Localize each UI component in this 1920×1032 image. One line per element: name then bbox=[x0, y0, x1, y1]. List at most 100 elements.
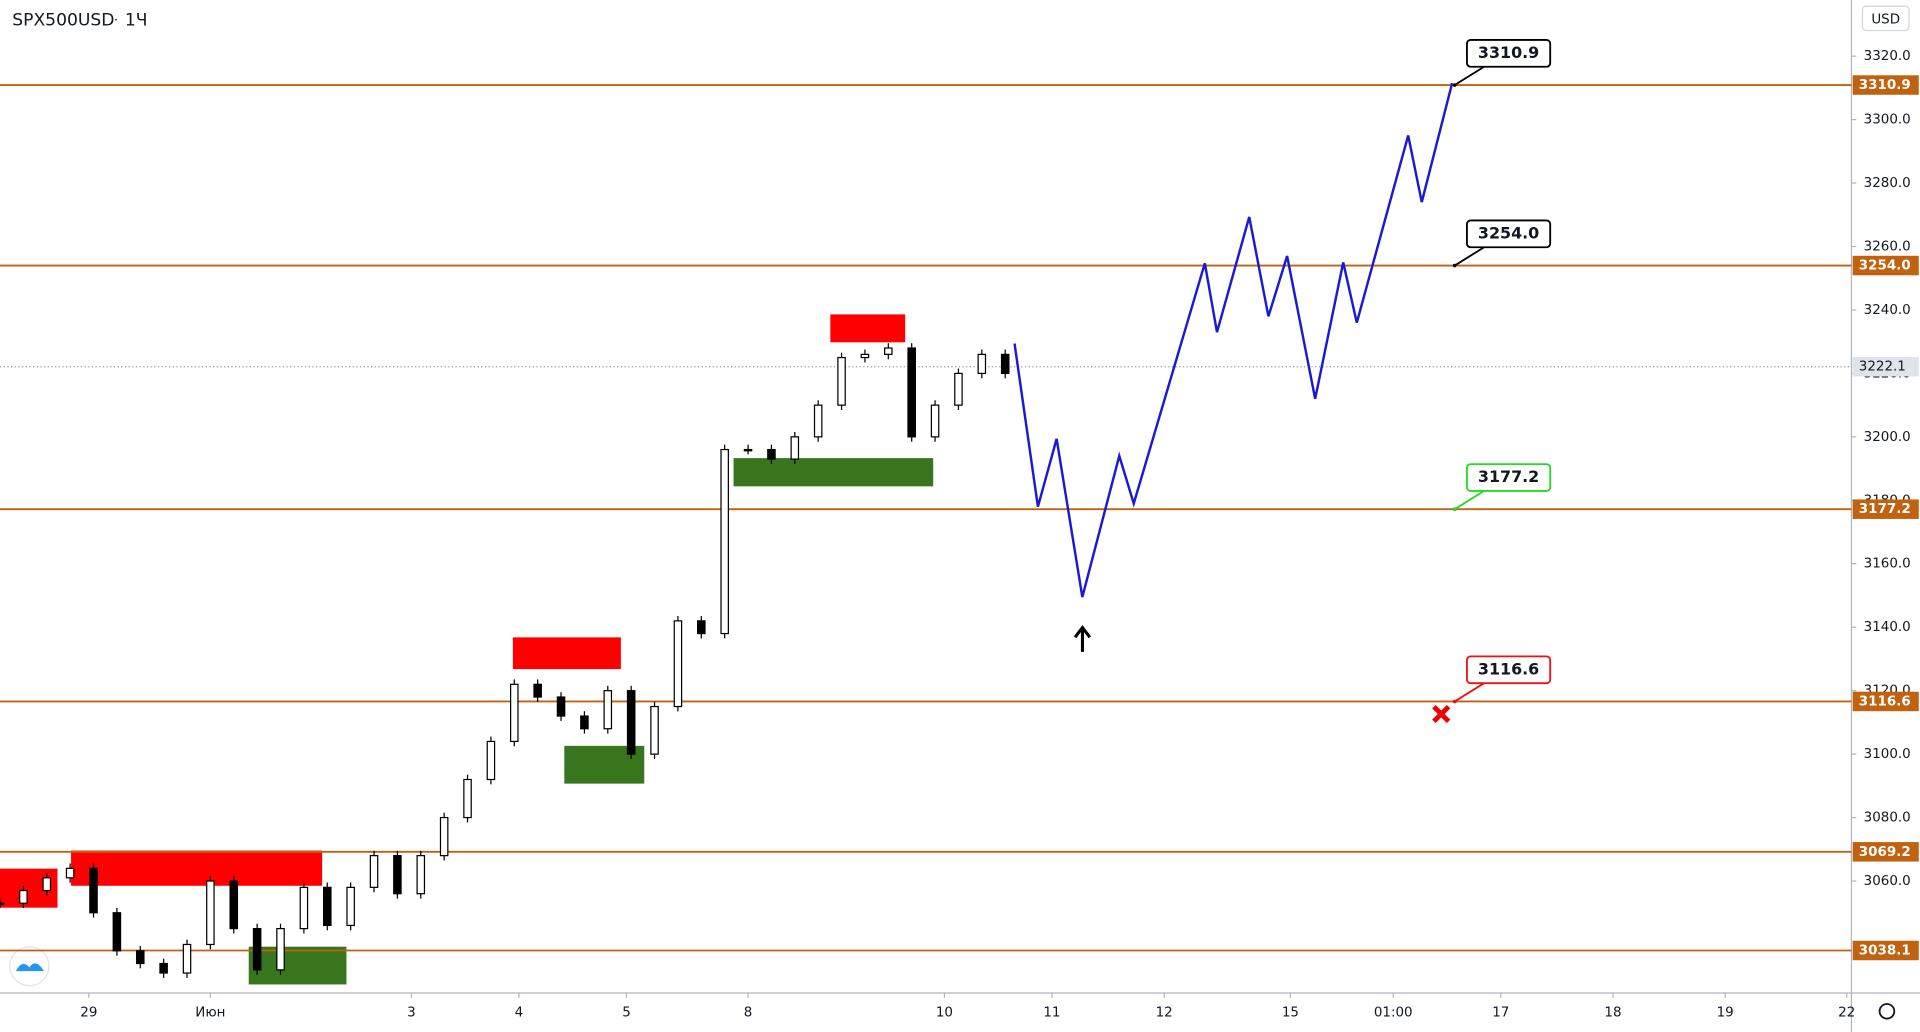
callout-anchor bbox=[1452, 83, 1457, 87]
candle bbox=[580, 715, 589, 730]
candle bbox=[439, 816, 449, 857]
level-box bbox=[1852, 842, 1919, 862]
candle bbox=[673, 620, 683, 708]
level-label: 3069.2 bbox=[1859, 845, 1911, 860]
candle bbox=[603, 690, 613, 730]
candle bbox=[790, 436, 800, 460]
currency-box[interactable] bbox=[1861, 5, 1910, 32]
level-label: 3254.0 bbox=[1859, 259, 1911, 274]
candle bbox=[229, 880, 239, 930]
candle bbox=[42, 877, 52, 892]
candle bbox=[743, 448, 753, 452]
logo-circle[interactable] bbox=[9, 946, 50, 987]
y-tick-label: 3080.0 bbox=[1864, 811, 1911, 826]
y-tick-label: 3280.0 bbox=[1864, 176, 1911, 191]
candle bbox=[393, 855, 402, 895]
candle bbox=[112, 912, 122, 952]
candle bbox=[1000, 353, 1010, 375]
currency[interactable]: USD bbox=[1871, 13, 1900, 28]
candle bbox=[135, 950, 145, 965]
candle bbox=[206, 880, 215, 946]
x-tick-label: 29 bbox=[80, 1006, 97, 1021]
gear[interactable] bbox=[1878, 1003, 1896, 1020]
callout-pointer bbox=[1454, 246, 1485, 267]
callout-pointer bbox=[1454, 682, 1485, 703]
y-tick-label: 3160.0 bbox=[1864, 557, 1911, 572]
level-box bbox=[1852, 75, 1919, 95]
level-box bbox=[1852, 940, 1919, 961]
candle bbox=[954, 372, 963, 406]
candle bbox=[907, 347, 916, 438]
level-box bbox=[1852, 499, 1919, 519]
candle bbox=[89, 867, 98, 914]
candle bbox=[837, 356, 846, 406]
candle bbox=[276, 927, 285, 971]
x-tick-label: 8 bbox=[744, 1006, 753, 1021]
candle bbox=[533, 683, 542, 698]
level-label: 3038.1 bbox=[1859, 944, 1911, 959]
level-label: 3310.9 bbox=[1859, 78, 1911, 93]
callout-box bbox=[1466, 219, 1552, 249]
x-tick-label: 19 bbox=[1717, 1006, 1734, 1021]
callout-box bbox=[1466, 463, 1552, 492]
x-tick-label: 17 bbox=[1492, 1006, 1509, 1021]
candle bbox=[486, 740, 496, 781]
candle bbox=[556, 696, 566, 717]
zone bbox=[733, 458, 934, 487]
zone bbox=[71, 850, 323, 886]
candle bbox=[322, 886, 332, 927]
callout-anchor bbox=[1452, 699, 1457, 704]
y-tick-label: 3140.0 bbox=[1864, 620, 1911, 635]
candle bbox=[0, 902, 5, 906]
candle bbox=[182, 943, 192, 974]
interval: 1Ч bbox=[125, 11, 148, 31]
candle bbox=[626, 690, 636, 755]
level-box bbox=[1852, 691, 1919, 712]
logo[interactable] bbox=[9, 946, 50, 987]
x-tick-label: 3 bbox=[407, 1006, 416, 1021]
x-tick-label: 4 bbox=[515, 1006, 524, 1021]
callout-label: 3254.0 bbox=[1478, 223, 1539, 242]
callout-box bbox=[1466, 39, 1552, 68]
logo-icon[interactable] bbox=[15, 963, 45, 972]
settings-icon[interactable] bbox=[1878, 1003, 1896, 1020]
x-tick-label: 10 bbox=[936, 1006, 953, 1021]
separator-dot: · bbox=[114, 14, 118, 29]
candle bbox=[720, 448, 729, 635]
candle bbox=[860, 353, 870, 359]
y-tick-label: 3200.0 bbox=[1864, 430, 1911, 445]
candle bbox=[299, 886, 309, 930]
x-tick-label: 18 bbox=[1604, 1006, 1621, 1021]
x-tick-label: 12 bbox=[1156, 1006, 1173, 1021]
candle bbox=[977, 353, 987, 375]
level-box bbox=[1852, 255, 1919, 276]
x-tick-label: 11 bbox=[1043, 1006, 1060, 1021]
candle bbox=[252, 927, 262, 971]
up-arrow bbox=[1073, 624, 1092, 652]
callout-pointer bbox=[1454, 65, 1485, 86]
candle bbox=[650, 705, 659, 755]
x-tick-label: Июн bbox=[195, 1006, 225, 1021]
x-tick-label: 22 bbox=[1838, 1006, 1855, 1021]
current-price-label: 3222.1 bbox=[1859, 360, 1906, 375]
candle bbox=[19, 889, 28, 904]
projection-line bbox=[1013, 82, 1454, 598]
current-price-box bbox=[1852, 357, 1919, 377]
candle bbox=[697, 620, 706, 635]
candle bbox=[463, 778, 472, 819]
candle bbox=[767, 448, 776, 460]
x-tick-label: 15 bbox=[1282, 1006, 1299, 1021]
callout-anchor bbox=[1452, 263, 1457, 268]
x-tick-label: 5 bbox=[622, 1006, 631, 1021]
candle bbox=[813, 404, 823, 438]
y-tick-label: 3100.0 bbox=[1864, 747, 1911, 762]
y-tick-label: 3060.0 bbox=[1864, 874, 1911, 889]
y-tick-label: 3300.0 bbox=[1864, 113, 1911, 128]
candle bbox=[930, 404, 940, 438]
y-tick-label: 3260.0 bbox=[1864, 240, 1911, 255]
zone bbox=[830, 314, 906, 343]
candle bbox=[369, 855, 379, 888]
callout-label: 3116.6 bbox=[1478, 659, 1539, 678]
